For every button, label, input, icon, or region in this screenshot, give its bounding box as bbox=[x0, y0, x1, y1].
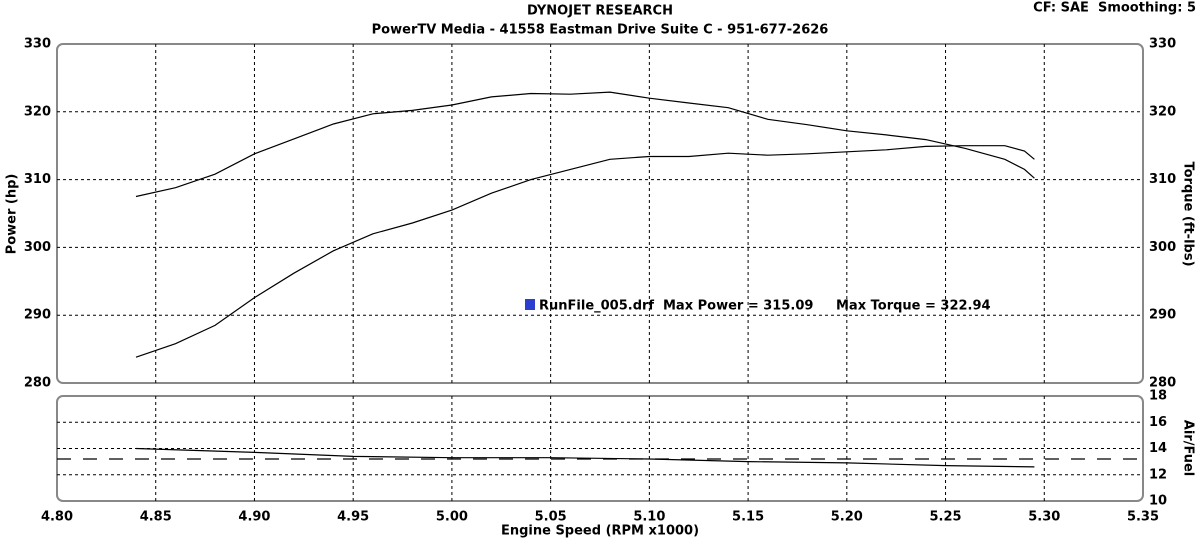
legend-run: RunFile_005.drf bbox=[539, 299, 654, 314]
x-axis-label: Engine Speed (RPM x1000) bbox=[501, 524, 699, 539]
x-tick-label: 5.15 bbox=[732, 510, 764, 525]
corner-note: CF: SAE Smoothing: 5 bbox=[1033, 1, 1196, 16]
y-tick-label: 290 bbox=[24, 308, 51, 323]
x-tick-label: 5.25 bbox=[930, 510, 962, 525]
line-series bbox=[135, 91, 1035, 198]
y2-tick-label: 10 bbox=[1149, 494, 1167, 509]
y-tick-label: 310 bbox=[24, 172, 51, 187]
line-series bbox=[135, 447, 1035, 468]
y2-tick-label: 12 bbox=[1149, 467, 1167, 482]
x-tick-label: 4.90 bbox=[238, 510, 270, 525]
x-tick-label: 4.85 bbox=[140, 510, 172, 525]
main-plot-frame bbox=[56, 43, 1144, 384]
y2-tick-label: 18 bbox=[1149, 389, 1167, 404]
line-series bbox=[135, 145, 1035, 358]
y-tick-label: 300 bbox=[24, 240, 51, 255]
y2-tick-label: 290 bbox=[1149, 308, 1176, 323]
afr-axis-label: Air/Fuel bbox=[1181, 420, 1196, 476]
legend-max-torque: Max Torque = 322.94 bbox=[836, 299, 991, 314]
y2-tick-label: 16 bbox=[1149, 415, 1167, 430]
y2-axis-label: Torque (ft-lbs) bbox=[1181, 161, 1196, 266]
y2-tick-label: 300 bbox=[1149, 240, 1176, 255]
y2-tick-label: 330 bbox=[1149, 37, 1176, 52]
x-tick-label: 4.80 bbox=[41, 510, 73, 525]
chart-title: DYNOJET RESEARCH bbox=[527, 4, 673, 19]
y2-tick-label: 14 bbox=[1149, 441, 1167, 456]
x-tick-label: 4.95 bbox=[337, 510, 369, 525]
x-tick-label: 5.00 bbox=[436, 510, 468, 525]
y-tick-label: 320 bbox=[24, 104, 51, 119]
x-tick-label: 5.30 bbox=[1028, 510, 1060, 525]
x-tick-label: 5.10 bbox=[633, 510, 665, 525]
y2-tick-label: 310 bbox=[1149, 172, 1176, 187]
y-axis-label: Power (hp) bbox=[5, 174, 20, 255]
y2-tick-label: 320 bbox=[1149, 104, 1176, 119]
chart-subtitle: PowerTV Media - 41558 Eastman Drive Suit… bbox=[372, 23, 829, 38]
x-tick-label: 5.20 bbox=[831, 510, 863, 525]
y-tick-label: 280 bbox=[24, 376, 51, 391]
x-tick-label: 5.05 bbox=[535, 510, 567, 525]
x-tick-label: 5.35 bbox=[1127, 510, 1159, 525]
legend-swatch bbox=[525, 299, 535, 310]
y2-tick-label: 280 bbox=[1149, 376, 1176, 391]
legend-max-power: Max Power = 315.09 bbox=[663, 299, 813, 314]
y-tick-label: 330 bbox=[24, 37, 51, 52]
